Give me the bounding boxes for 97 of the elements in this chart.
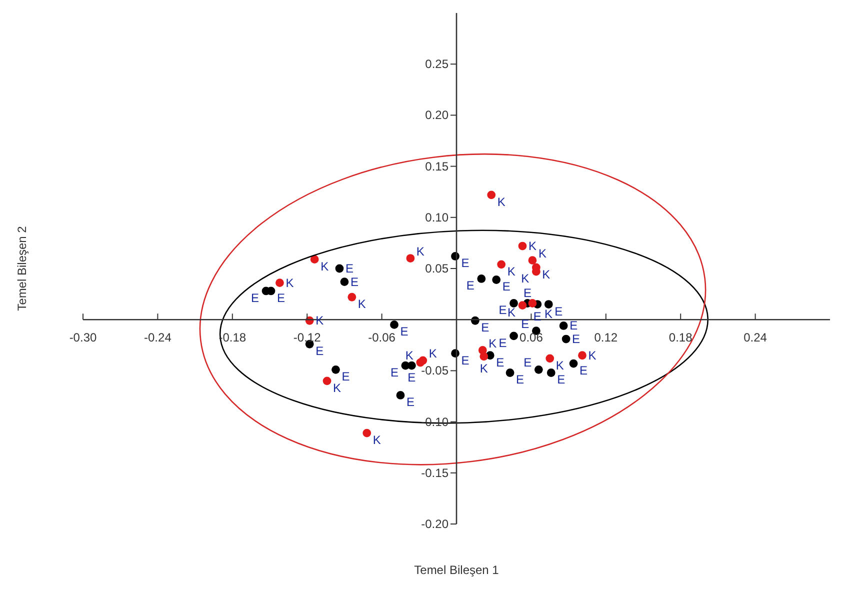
x-tick-label: 0.12 [594,330,618,345]
x-tick-label: 0.06 [520,330,544,345]
text: K [544,307,552,322]
point [518,242,527,250]
series-label: K [542,267,550,282]
point [276,278,284,288]
text: E [461,353,470,368]
text: E [502,280,510,294]
x-tick-label: -0.24 [144,330,172,345]
point [348,292,356,302]
point [480,352,488,361]
point [510,332,518,340]
point [562,334,570,344]
point [340,278,349,286]
text: E [498,336,507,350]
point [578,351,586,360]
point [335,264,344,273]
text: E [276,290,286,305]
text: K [286,276,294,290]
text: K [521,272,530,286]
point [559,322,568,330]
text: K [320,259,329,274]
text: K [372,433,381,448]
y-tick-label: 0.15 [425,159,449,174]
text: K [405,348,414,363]
y-tick-label: 0.25 [425,57,449,72]
text: E [400,324,408,339]
text: K [556,358,564,372]
text: E [516,372,524,387]
y-tick-label: 0.05 [425,262,449,276]
text: K [507,305,516,320]
text: E [572,332,580,346]
text: E [390,366,398,380]
text: E [554,304,563,318]
text: K [528,239,536,254]
text: K [358,297,366,312]
text: E [350,274,358,289]
x-tick-label: 0.24 [744,330,768,345]
point [396,391,405,400]
point [332,365,340,374]
point [528,256,537,265]
x-tick-label: 0.18 [668,330,693,345]
text: E [342,370,350,384]
text: K [416,244,424,258]
x-tick-label: -0.12 [293,330,322,345]
text: E [408,370,416,385]
point [546,368,556,377]
point [310,255,319,264]
text: E [521,316,530,331]
text: K [333,380,342,395]
x-tick-label: -0.06 [368,330,396,345]
text: K [538,246,546,260]
point [506,368,514,377]
text: E [496,355,504,370]
y-tick-label: -0.05 [421,364,449,378]
y-tick-label: -0.15 [421,466,449,480]
point [390,320,398,329]
point [487,190,496,200]
text: E [570,318,578,333]
text: E [466,278,474,293]
y-axis-title: Temel Bileşen 2 [15,226,29,311]
y-tick-label: 0.20 [425,108,449,122]
text: E [406,395,414,410]
text: K [497,194,506,209]
text: E [461,256,470,270]
point [406,254,415,262]
text: K [480,361,488,376]
text: K [507,264,516,278]
text: E [524,356,532,370]
x-axis-title: Temel Bileşen 1 [414,563,500,577]
point [416,358,425,367]
text: K [428,346,437,360]
text: E [316,344,324,358]
text: E [251,290,260,305]
text: E [580,364,588,378]
point [362,428,372,438]
point [544,300,553,308]
text: E [345,262,354,276]
point [497,260,506,269]
point [477,274,486,283]
point [569,359,578,368]
point [518,301,527,310]
point [322,376,332,386]
point [546,354,554,363]
point [528,299,537,308]
point [510,299,518,308]
series-label: E [523,286,532,300]
text: K [588,348,596,362]
text: E [498,303,507,318]
text: E [557,372,566,387]
point [534,365,543,374]
text: K [488,336,497,350]
x-tick-label: -0.30 [69,330,97,345]
y-tick-label: -0.20 [421,517,449,531]
point [492,276,501,284]
text: E [481,320,490,335]
y-tick-label: 0.10 [425,210,449,224]
